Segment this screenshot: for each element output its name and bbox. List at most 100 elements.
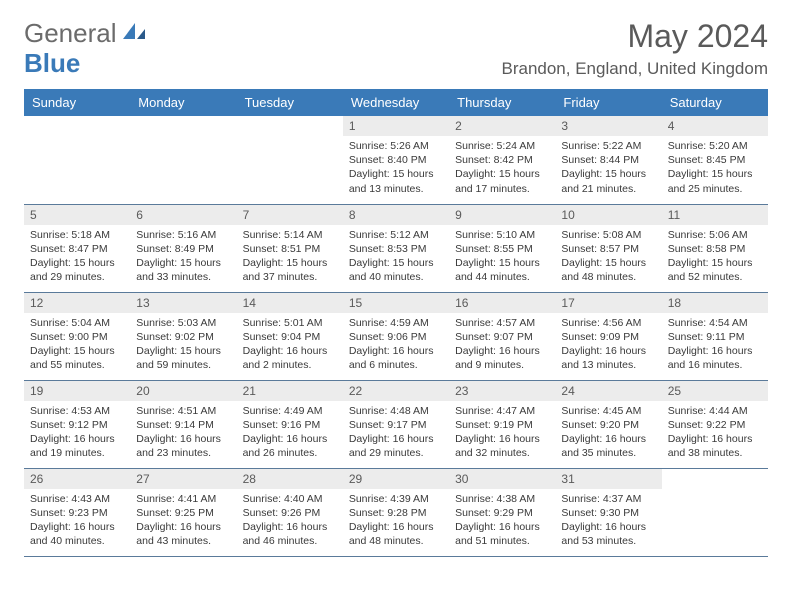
day-details: Sunrise: 4:38 AMSunset: 9:29 PMDaylight:… — [449, 489, 555, 555]
day-details: Sunrise: 5:16 AMSunset: 8:49 PMDaylight:… — [130, 225, 236, 291]
daylight-text: Daylight: 16 hours and 40 minutes. — [30, 520, 124, 548]
calendar-cell: 4Sunrise: 5:20 AMSunset: 8:45 PMDaylight… — [662, 116, 768, 204]
day-header: Sunday — [24, 89, 130, 116]
sunset-text: Sunset: 9:06 PM — [349, 330, 443, 344]
day-details: Sunrise: 4:37 AMSunset: 9:30 PMDaylight:… — [555, 489, 661, 555]
day-details: Sunrise: 5:20 AMSunset: 8:45 PMDaylight:… — [662, 136, 768, 202]
day-details: Sunrise: 4:59 AMSunset: 9:06 PMDaylight:… — [343, 313, 449, 379]
daylight-text: Daylight: 15 hours and 29 minutes. — [30, 256, 124, 284]
sunrise-text: Sunrise: 5:12 AM — [349, 228, 443, 242]
day-number: 16 — [449, 293, 555, 313]
day-number: 4 — [662, 116, 768, 136]
daylight-text: Daylight: 15 hours and 13 minutes. — [349, 167, 443, 195]
daylight-text: Daylight: 16 hours and 26 minutes. — [243, 432, 337, 460]
sunrise-text: Sunrise: 5:14 AM — [243, 228, 337, 242]
day-details: Sunrise: 4:41 AMSunset: 9:25 PMDaylight:… — [130, 489, 236, 555]
daylight-text: Daylight: 15 hours and 52 minutes. — [668, 256, 762, 284]
sunset-text: Sunset: 9:12 PM — [30, 418, 124, 432]
day-number: 3 — [555, 116, 661, 136]
sunrise-text: Sunrise: 5:22 AM — [561, 139, 655, 153]
calendar-cell: 25Sunrise: 4:44 AMSunset: 9:22 PMDayligh… — [662, 380, 768, 468]
day-number: 19 — [24, 381, 130, 401]
day-details: Sunrise: 5:04 AMSunset: 9:00 PMDaylight:… — [24, 313, 130, 379]
calendar-cell: 1Sunrise: 5:26 AMSunset: 8:40 PMDaylight… — [343, 116, 449, 204]
calendar-cell: 18Sunrise: 4:54 AMSunset: 9:11 PMDayligh… — [662, 292, 768, 380]
day-header: Friday — [555, 89, 661, 116]
sunset-text: Sunset: 9:17 PM — [349, 418, 443, 432]
daylight-text: Daylight: 16 hours and 6 minutes. — [349, 344, 443, 372]
calendar-cell: 7Sunrise: 5:14 AMSunset: 8:51 PMDaylight… — [237, 204, 343, 292]
day-details: Sunrise: 4:57 AMSunset: 9:07 PMDaylight:… — [449, 313, 555, 379]
day-number: 11 — [662, 205, 768, 225]
calendar-cell: 17Sunrise: 4:56 AMSunset: 9:09 PMDayligh… — [555, 292, 661, 380]
calendar-table: SundayMondayTuesdayWednesdayThursdayFrid… — [24, 89, 768, 557]
sunset-text: Sunset: 8:57 PM — [561, 242, 655, 256]
calendar-cell: 2Sunrise: 5:24 AMSunset: 8:42 PMDaylight… — [449, 116, 555, 204]
sunrise-text: Sunrise: 4:37 AM — [561, 492, 655, 506]
sunrise-text: Sunrise: 5:04 AM — [30, 316, 124, 330]
sunset-text: Sunset: 8:51 PM — [243, 242, 337, 256]
calendar-cell: 30Sunrise: 4:38 AMSunset: 9:29 PMDayligh… — [449, 468, 555, 556]
calendar-cell: 11Sunrise: 5:06 AMSunset: 8:58 PMDayligh… — [662, 204, 768, 292]
sunrise-text: Sunrise: 4:38 AM — [455, 492, 549, 506]
calendar-cell: 16Sunrise: 4:57 AMSunset: 9:07 PMDayligh… — [449, 292, 555, 380]
day-details: Sunrise: 4:53 AMSunset: 9:12 PMDaylight:… — [24, 401, 130, 467]
sunset-text: Sunset: 9:02 PM — [136, 330, 230, 344]
day-number: 17 — [555, 293, 661, 313]
daylight-text: Daylight: 16 hours and 38 minutes. — [668, 432, 762, 460]
sunrise-text: Sunrise: 5:08 AM — [561, 228, 655, 242]
day-details: Sunrise: 5:08 AMSunset: 8:57 PMDaylight:… — [555, 225, 661, 291]
day-details: Sunrise: 4:43 AMSunset: 9:23 PMDaylight:… — [24, 489, 130, 555]
daylight-text: Daylight: 15 hours and 40 minutes. — [349, 256, 443, 284]
sunrise-text: Sunrise: 4:57 AM — [455, 316, 549, 330]
day-details: Sunrise: 5:06 AMSunset: 8:58 PMDaylight:… — [662, 225, 768, 291]
calendar-cell: 28Sunrise: 4:40 AMSunset: 9:26 PMDayligh… — [237, 468, 343, 556]
sunset-text: Sunset: 9:22 PM — [668, 418, 762, 432]
calendar-week: 19Sunrise: 4:53 AMSunset: 9:12 PMDayligh… — [24, 380, 768, 468]
day-details: Sunrise: 5:18 AMSunset: 8:47 PMDaylight:… — [24, 225, 130, 291]
sunrise-text: Sunrise: 5:01 AM — [243, 316, 337, 330]
daylight-text: Daylight: 15 hours and 37 minutes. — [243, 256, 337, 284]
sunrise-text: Sunrise: 4:41 AM — [136, 492, 230, 506]
day-details: Sunrise: 5:14 AMSunset: 8:51 PMDaylight:… — [237, 225, 343, 291]
sunset-text: Sunset: 9:29 PM — [455, 506, 549, 520]
day-details: Sunrise: 4:47 AMSunset: 9:19 PMDaylight:… — [449, 401, 555, 467]
calendar-week: 5Sunrise: 5:18 AMSunset: 8:47 PMDaylight… — [24, 204, 768, 292]
day-details: Sunrise: 4:44 AMSunset: 9:22 PMDaylight:… — [662, 401, 768, 467]
calendar-cell: 27Sunrise: 4:41 AMSunset: 9:25 PMDayligh… — [130, 468, 236, 556]
location: Brandon, England, United Kingdom — [501, 59, 768, 79]
sunset-text: Sunset: 9:07 PM — [455, 330, 549, 344]
day-number: 22 — [343, 381, 449, 401]
day-details: Sunrise: 4:56 AMSunset: 9:09 PMDaylight:… — [555, 313, 661, 379]
calendar-cell: 29Sunrise: 4:39 AMSunset: 9:28 PMDayligh… — [343, 468, 449, 556]
daylight-text: Daylight: 16 hours and 29 minutes. — [349, 432, 443, 460]
calendar-cell: 24Sunrise: 4:45 AMSunset: 9:20 PMDayligh… — [555, 380, 661, 468]
day-number: 9 — [449, 205, 555, 225]
daylight-text: Daylight: 16 hours and 13 minutes. — [561, 344, 655, 372]
page-header: General May 2024 Brandon, England, Unite… — [24, 18, 768, 79]
sunset-text: Sunset: 9:14 PM — [136, 418, 230, 432]
sunrise-text: Sunrise: 4:54 AM — [668, 316, 762, 330]
sunset-text: Sunset: 8:55 PM — [455, 242, 549, 256]
sunset-text: Sunset: 9:26 PM — [243, 506, 337, 520]
logo-text-2: Blue — [24, 48, 80, 78]
sunset-text: Sunset: 8:44 PM — [561, 153, 655, 167]
calendar-head: SundayMondayTuesdayWednesdayThursdayFrid… — [24, 89, 768, 116]
title-block: May 2024 Brandon, England, United Kingdo… — [501, 18, 768, 79]
sunrise-text: Sunrise: 5:24 AM — [455, 139, 549, 153]
sunrise-text: Sunrise: 5:20 AM — [668, 139, 762, 153]
logo: General — [24, 18, 149, 49]
day-number: 14 — [237, 293, 343, 313]
day-header: Wednesday — [343, 89, 449, 116]
day-number: 7 — [237, 205, 343, 225]
calendar-cell: 19Sunrise: 4:53 AMSunset: 9:12 PMDayligh… — [24, 380, 130, 468]
sunset-text: Sunset: 8:49 PM — [136, 242, 230, 256]
sunset-text: Sunset: 9:00 PM — [30, 330, 124, 344]
day-number: 6 — [130, 205, 236, 225]
day-details: Sunrise: 5:12 AMSunset: 8:53 PMDaylight:… — [343, 225, 449, 291]
sunrise-text: Sunrise: 5:10 AM — [455, 228, 549, 242]
calendar-cell: 13Sunrise: 5:03 AMSunset: 9:02 PMDayligh… — [130, 292, 236, 380]
daylight-text: Daylight: 16 hours and 32 minutes. — [455, 432, 549, 460]
day-header: Saturday — [662, 89, 768, 116]
day-number: 23 — [449, 381, 555, 401]
